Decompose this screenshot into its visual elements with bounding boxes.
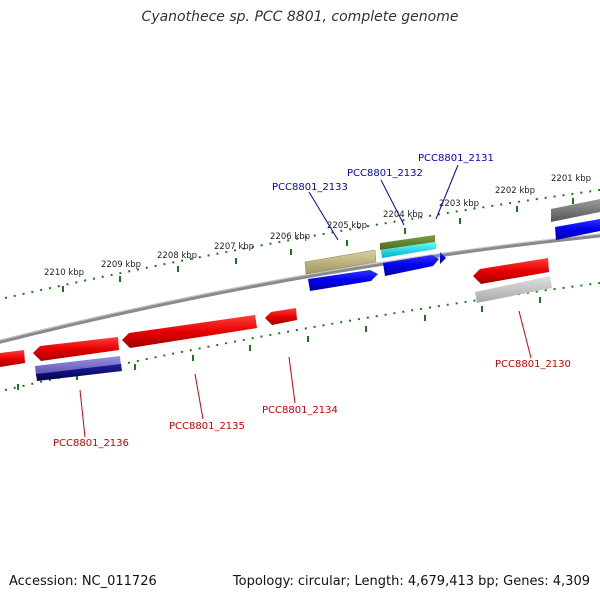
tick-label: 2205 kbp: [327, 221, 367, 231]
reverse-genes: [0, 258, 552, 381]
gene-feature[interactable]: [0, 350, 25, 367]
tick-label: 2202 kbp: [495, 186, 535, 196]
gene-feature[interactable]: [473, 258, 549, 284]
gene-feature[interactable]: [33, 337, 119, 361]
genome-backbone: [0, 233, 600, 344]
gene-label-2133[interactable]: PCC8801_2133: [272, 182, 348, 193]
forward-genes: [304, 199, 600, 291]
upper-major-ticks: [62, 198, 574, 292]
label-leaders: [79, 164, 532, 438]
gene-feature[interactable]: [380, 235, 435, 250]
tick-label: 2209 kbp: [101, 260, 141, 270]
tick-label: 2204 kbp: [383, 210, 423, 220]
gene-feature[interactable]: [308, 270, 378, 291]
tick-label: 2210 kbp: [44, 268, 84, 278]
gene-label-2130[interactable]: PCC8801_2130: [495, 359, 571, 370]
gene-feature[interactable]: [440, 252, 446, 264]
gene-label-2135[interactable]: PCC8801_2135: [169, 421, 245, 432]
tick-label: 2208 kbp: [157, 251, 197, 261]
tick-label: 2206 kbp: [270, 232, 310, 242]
map-title: Cyanothece sp. PCC 8801, complete genome: [141, 9, 459, 25]
tick-label: 2207 kbp: [214, 242, 254, 252]
gene-label-2132[interactable]: PCC8801_2132: [347, 168, 423, 179]
gene-feature[interactable]: [304, 249, 377, 275]
gene-feature[interactable]: [35, 356, 121, 376]
gene-label-2134[interactable]: PCC8801_2134: [262, 405, 338, 416]
lower-major-ticks: [17, 297, 541, 390]
tick-label: 2203 kbp: [439, 199, 479, 209]
gene-labels: PCC8801_2131 PCC8801_2132 PCC8801_2133 P…: [53, 153, 571, 449]
tick-label: 2201 kbp: [551, 174, 591, 184]
genome-summary-text: Topology: circular; Length: 4,679,413 bp…: [232, 574, 590, 589]
gene-feature[interactable]: [265, 308, 297, 325]
gene-feature[interactable]: [551, 199, 600, 222]
tick-labels: 2201 kbp 2202 kbp 2203 kbp 2204 kbp 2205…: [44, 174, 591, 278]
gene-feature[interactable]: [555, 219, 600, 240]
genome-backbone-highlight: [0, 233, 600, 341]
gene-feature[interactable]: [383, 255, 439, 276]
gene-feature[interactable]: [475, 276, 552, 303]
gene-label-2131[interactable]: PCC8801_2131: [418, 153, 494, 164]
gene-feature[interactable]: [36, 364, 122, 381]
gene-label-2136[interactable]: PCC8801_2136: [53, 438, 129, 449]
gene-feature[interactable]: [122, 315, 257, 348]
accession-text: Accession: NC_011726: [9, 574, 157, 589]
gene-feature[interactable]: [381, 242, 436, 258]
